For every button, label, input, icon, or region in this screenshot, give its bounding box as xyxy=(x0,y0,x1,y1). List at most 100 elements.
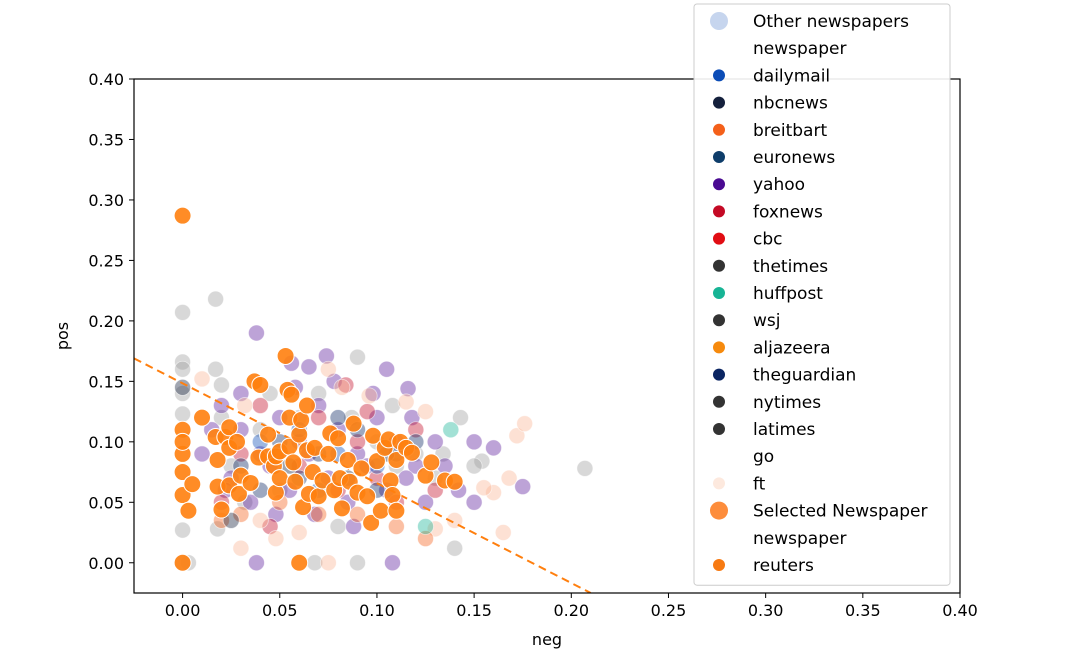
legend-marker xyxy=(713,368,725,381)
point-selected-reuters xyxy=(402,443,421,462)
legend-box xyxy=(693,3,951,586)
y-tick-label: 0.15 xyxy=(88,372,124,391)
point-foxnews xyxy=(251,397,269,414)
legend-label: go xyxy=(753,447,774,467)
point-selected-reuters xyxy=(193,408,212,427)
point-ft xyxy=(516,415,534,433)
legend-label: yahoo xyxy=(753,175,805,195)
x-tick-label: 0.20 xyxy=(553,601,589,620)
legend-label: foxnews xyxy=(753,202,823,222)
point-ft xyxy=(417,403,434,420)
legend-marker xyxy=(713,341,725,354)
y-tick-label: 0.20 xyxy=(88,312,124,331)
legend-marker xyxy=(713,69,725,82)
y-tick-label: 0.35 xyxy=(88,130,124,149)
point-selected-reuters xyxy=(383,486,402,505)
legend-label: latimes xyxy=(753,420,816,440)
point-ft xyxy=(290,524,308,541)
point-Other newspapers xyxy=(174,405,191,423)
legend-marker xyxy=(713,178,725,191)
legend-label: wsj xyxy=(753,311,780,331)
point-yahoo xyxy=(368,409,386,427)
point-selected-reuters xyxy=(362,513,381,532)
point-yahoo xyxy=(318,347,335,365)
point-selected-reuters xyxy=(212,500,231,519)
point-selected-reuters xyxy=(276,346,295,365)
point-theguardian xyxy=(329,409,347,427)
x-tick-label: 0.05 xyxy=(262,601,298,620)
axis-ticks: 0.00 0.05 0.10 0.15 0.20 0.25 0.30 0.35 0.40 0.00… xyxy=(88,70,977,620)
point-selected-reuters xyxy=(338,450,357,469)
point-huffpost xyxy=(442,421,460,439)
legend-label: dailymail xyxy=(753,66,830,86)
legend-marker xyxy=(710,12,728,30)
legend-marker xyxy=(713,314,725,327)
y-tick-label: 0.25 xyxy=(88,251,124,270)
point-Other newspapers xyxy=(174,385,191,402)
point-Other newspapers xyxy=(174,521,191,539)
legend-label: reuters xyxy=(753,556,814,576)
legend-label: newspaper xyxy=(753,39,846,59)
point-ft xyxy=(267,530,285,547)
point-Other newspapers xyxy=(446,539,464,557)
point-yahoo xyxy=(465,433,483,451)
point-yahoo xyxy=(193,445,211,463)
point-nbcnews xyxy=(174,378,191,396)
point-selected-reuters xyxy=(319,444,338,463)
point-selected-reuters xyxy=(241,473,260,492)
point-selected-reuters xyxy=(422,453,441,472)
legend-label: thetimes xyxy=(753,257,828,277)
legend-marker xyxy=(713,259,725,272)
point-selected-reuters xyxy=(286,472,305,491)
point-selected-reuters xyxy=(332,499,351,518)
legend-label: newspaper xyxy=(753,529,846,549)
point-selected-reuters xyxy=(297,396,316,415)
x-tick-label: 0.40 xyxy=(942,601,978,620)
point-Other newspapers xyxy=(452,409,469,427)
point-ft xyxy=(236,397,254,414)
point-yahoo xyxy=(300,358,318,376)
legend-label: cbc xyxy=(753,230,782,250)
legend-label: Other newspapers xyxy=(753,12,909,32)
legend-label: theguardian xyxy=(753,366,856,386)
point-selected-reuters xyxy=(173,463,192,482)
point-huffpost xyxy=(417,518,434,535)
point-yahoo xyxy=(485,439,502,457)
point-ft xyxy=(360,387,378,405)
point-ft xyxy=(319,360,337,378)
legend-marker xyxy=(713,205,725,218)
point-yahoo xyxy=(399,380,417,398)
point-breitbart xyxy=(417,530,434,547)
point-Other newspapers xyxy=(349,348,366,366)
point-foxnews xyxy=(349,433,366,451)
point-yahoo xyxy=(514,478,532,495)
y-tick-label: 0.40 xyxy=(88,70,124,89)
point-selected-reuters xyxy=(344,414,363,433)
point-yahoo xyxy=(248,324,265,342)
point-breitbart xyxy=(310,505,328,523)
point-Other newspapers xyxy=(465,457,483,475)
point-selected-reuters xyxy=(329,429,348,448)
point-foxnews xyxy=(310,409,328,427)
point-selected-reuters xyxy=(179,501,198,520)
point-ft xyxy=(494,524,512,541)
y-axis-label: pos xyxy=(53,322,72,350)
trend-line xyxy=(134,357,592,593)
legend-marker xyxy=(713,477,725,490)
point-Other newspapers xyxy=(349,554,366,572)
point-ft xyxy=(232,539,250,557)
point-selected-reuters xyxy=(228,432,247,451)
point-Other newspapers xyxy=(213,376,230,394)
point-ft xyxy=(508,427,526,445)
plot-points xyxy=(134,206,594,593)
point-Other newspapers xyxy=(384,397,401,414)
legend-label: huffpost xyxy=(753,284,823,304)
point-Other newspapers xyxy=(310,385,328,402)
legend-label: ft xyxy=(753,474,766,494)
point-ft xyxy=(500,469,518,487)
point-selected-reuters xyxy=(251,375,270,394)
point-yahoo xyxy=(397,469,415,487)
point-Other newspapers xyxy=(207,290,225,308)
point-selected-reuters xyxy=(173,206,192,225)
y-tick-label: 0.10 xyxy=(88,433,124,452)
